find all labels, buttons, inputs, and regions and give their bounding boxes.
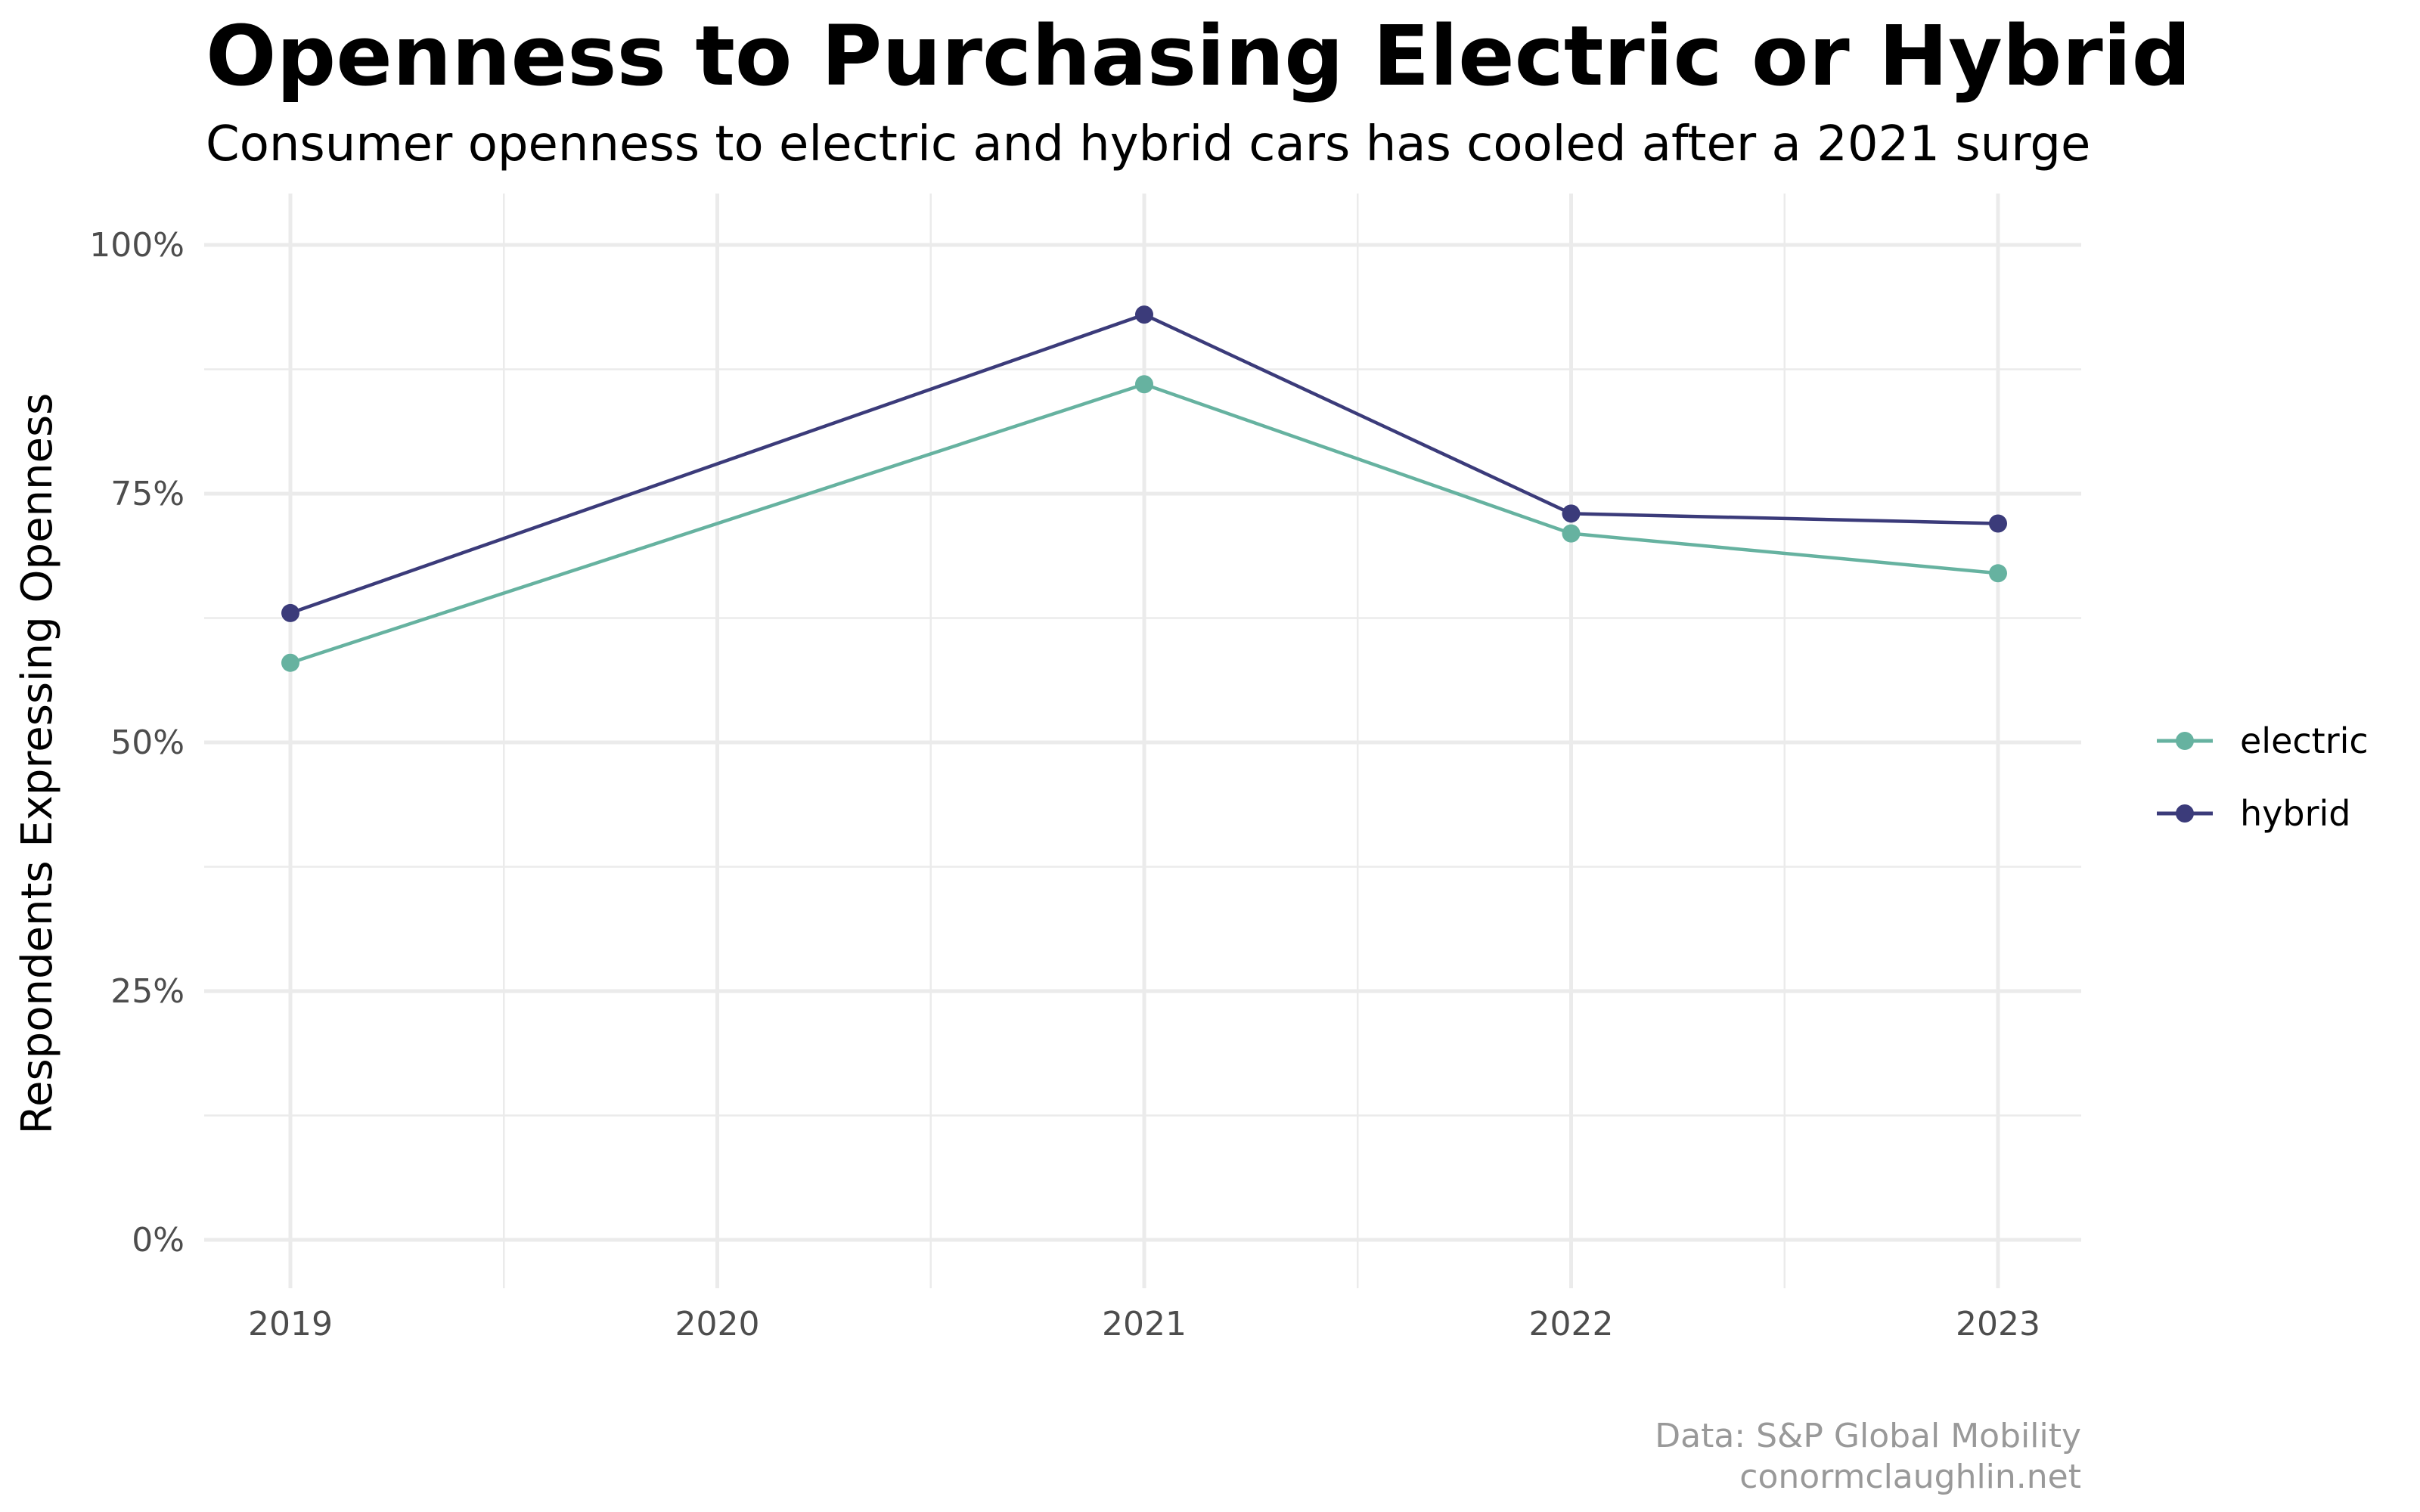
series-layer bbox=[281, 305, 2007, 672]
x-tick-label: 2020 bbox=[675, 1305, 760, 1343]
y-axis-ticks: 0% 25% 50% 75% 100% bbox=[89, 226, 185, 1259]
x-tick-label: 2019 bbox=[248, 1305, 333, 1343]
data-point-electric bbox=[281, 653, 299, 672]
data-point-hybrid bbox=[1989, 514, 2007, 533]
y-tick-label: 0% bbox=[132, 1221, 185, 1259]
series-line-electric bbox=[290, 382, 1999, 665]
caption-source: Data: S&P Global Mobility bbox=[1655, 1417, 2081, 1455]
legend-item-hybrid: hybrid bbox=[2157, 793, 2350, 834]
chart-subtitle: Consumer openness to electric and hybrid… bbox=[206, 116, 2090, 172]
legend-label: hybrid bbox=[2240, 793, 2350, 834]
data-point-hybrid bbox=[1562, 504, 1581, 523]
y-tick-label: 100% bbox=[89, 226, 185, 265]
gridlines bbox=[204, 194, 2081, 1288]
series-line-hybrid bbox=[290, 312, 1999, 615]
legend-label: electric bbox=[2240, 720, 2369, 761]
data-point-electric bbox=[1989, 564, 2007, 583]
data-point-hybrid bbox=[281, 603, 299, 622]
x-tick-label: 2021 bbox=[1102, 1305, 1187, 1343]
chart-title: Openness to Purchasing Electric or Hybri… bbox=[206, 8, 2191, 104]
data-point-electric bbox=[1135, 375, 1153, 394]
data-point-hybrid bbox=[1135, 305, 1153, 324]
caption-site: conormclaughlin.net bbox=[1739, 1458, 2081, 1496]
x-tick-label: 2023 bbox=[1956, 1305, 2040, 1343]
legend-item-electric: electric bbox=[2157, 720, 2369, 761]
legend-key-point bbox=[2176, 804, 2194, 823]
legend: electric hybrid bbox=[2157, 720, 2369, 834]
y-tick-label: 25% bbox=[110, 972, 185, 1011]
y-tick-label: 50% bbox=[110, 723, 185, 762]
x-axis-ticks: 2019 2020 2021 2022 2023 bbox=[248, 1305, 2040, 1343]
legend-key-point bbox=[2176, 732, 2194, 750]
y-tick-label: 75% bbox=[110, 475, 185, 513]
y-axis-title: Respondents Expressing Openness bbox=[13, 393, 62, 1135]
series-electric bbox=[281, 375, 2007, 672]
x-tick-label: 2022 bbox=[1529, 1305, 1614, 1343]
series-hybrid bbox=[281, 305, 2007, 622]
data-point-electric bbox=[1562, 524, 1581, 543]
